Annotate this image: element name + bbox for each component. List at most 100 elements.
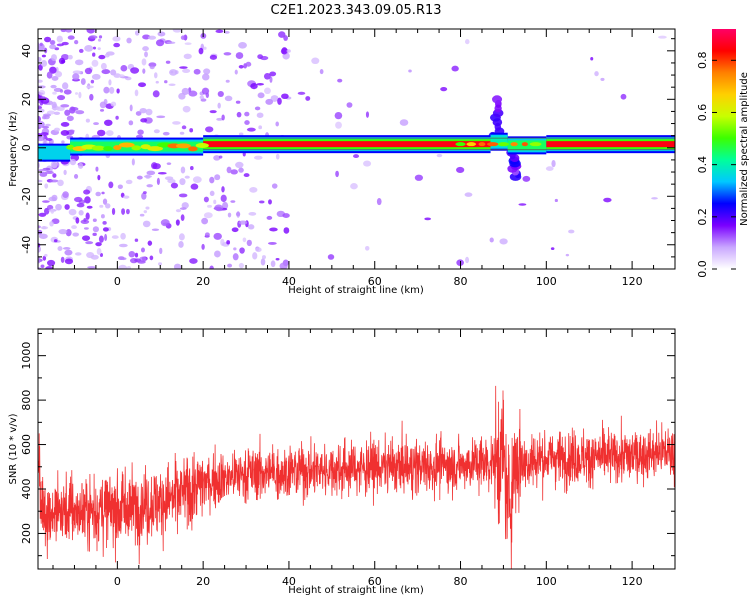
spectrogram-speckle (63, 169, 67, 176)
spectrogram-speckle (213, 155, 221, 161)
spectrogram-speckle (53, 111, 61, 115)
spectrogram-speckle (108, 181, 114, 189)
spectrogram-speckle (38, 126, 41, 130)
spectrogram-ytick-label: -40 (20, 236, 33, 254)
spectrogram-speckle (243, 173, 250, 178)
spectrogram-speckle (77, 162, 84, 169)
spectrogram-speckle (61, 41, 69, 46)
spectrogram-speckle (246, 239, 252, 247)
spectrogram-speckle (305, 96, 311, 101)
spectrogram-speckle (238, 220, 248, 225)
spectrogram-speckle (137, 260, 146, 264)
snr-xtick-label: 120 (622, 575, 643, 588)
spectrogram-speckle (327, 254, 335, 260)
spectrogram-speckle (277, 97, 282, 105)
spectrogram-speckle (179, 66, 188, 69)
spectrogram-speckle (188, 90, 198, 97)
spectrogram-speckle (55, 70, 63, 78)
spectrogram-speckle (117, 184, 123, 189)
spectrogram-speckle (103, 86, 110, 94)
spectrogram-speckle (68, 129, 75, 133)
spectrogram-speckle (38, 168, 47, 172)
spectrogram-panel: 0 20 40 60 80 100 120 -40 -20 0 20 40 Height of str… (8, 28, 676, 296)
spectrogram-speckle (238, 132, 244, 136)
spectrogram-speckle (244, 111, 250, 117)
spectrogram-speckle (126, 208, 130, 215)
spectrogram-speckle (42, 113, 52, 117)
spectrogram-speckle (38, 233, 48, 239)
spectrogram-speckle (95, 242, 102, 247)
spectrogram-speckle (81, 235, 91, 241)
spectrogram-blob (66, 144, 75, 150)
spectrogram-speckle (209, 110, 217, 114)
snr-ytick-label: 200 (20, 523, 33, 544)
spectrogram-speckle (91, 59, 99, 67)
spectrogram-speckle (267, 241, 277, 245)
spectrogram-speckle (53, 239, 58, 243)
colorbar-ticks: 0.0 0.2 0.4 0.6 0.8 (696, 52, 736, 278)
spectrogram-speckle (335, 121, 342, 129)
spectrogram-speckle (147, 240, 153, 246)
spectrogram-speckle (85, 241, 94, 245)
spectrogram-speckle (118, 264, 128, 269)
spectrogram-band (490, 138, 508, 145)
spectrogram-speckle (74, 59, 84, 66)
spectrogram-speckle (249, 187, 258, 193)
colorbar-tick-label: 0.0 (696, 260, 709, 278)
spectrogram-speckle (97, 174, 101, 181)
spectrogram-speckle (189, 258, 198, 264)
spectrogram-speckle (217, 90, 224, 98)
spectrogram-speckle (275, 153, 280, 160)
spectrogram-speckle (257, 54, 263, 60)
spectrogram-speckle (271, 183, 278, 189)
spectrogram-speckle (92, 46, 97, 50)
spectrogram-speckle (67, 54, 73, 60)
spectrogram-speckle (190, 166, 194, 171)
spectrogram-speckle (50, 54, 57, 61)
spectrogram-speckle (353, 154, 360, 159)
spectrogram-speckle (168, 83, 176, 87)
spectrogram-speckle (156, 115, 166, 119)
spectrogram-speckle (204, 232, 210, 238)
spectrogram-speckle (264, 87, 271, 95)
spectrogram-speckle (179, 178, 186, 186)
spectrogram-speckle (414, 174, 424, 181)
spectrogram-speckle (64, 109, 71, 116)
spectrogram-speckle (153, 72, 158, 79)
spectrogram-speckle (129, 104, 133, 112)
spectrogram-blob (91, 145, 106, 151)
spectrogram-speckle (217, 102, 221, 109)
spectrogram-speckle (39, 42, 43, 47)
spectrogram-ytick-label: 20 (20, 92, 33, 106)
spectrogram-speckle (157, 31, 166, 37)
spectrogram-band (546, 141, 675, 148)
spectrogram-speckle (464, 192, 473, 197)
spectrogram-speckle (38, 121, 45, 128)
spectrogram-speckle (66, 115, 74, 122)
spectrogram-speckle (95, 191, 101, 197)
spectrogram-speckle (128, 120, 134, 126)
spectrogram-speckle (51, 194, 58, 202)
spectrogram-speckle (235, 211, 241, 217)
spectrogram-speckle (60, 104, 70, 108)
spectrogram-speckle (192, 176, 202, 184)
spectrogram-ylabel: Frequency (Hz) (8, 111, 19, 187)
spectrogram-speckle (38, 89, 46, 96)
spectrogram-speckle (61, 140, 65, 144)
spectrogram-speckle (64, 249, 73, 256)
spectrogram-speckle (255, 247, 262, 253)
spectrogram-speckle (365, 245, 370, 251)
spectrogram-speckle (60, 29, 67, 33)
spectrogram-speckle (105, 130, 114, 136)
spectrogram-speckle (620, 93, 627, 100)
spectrogram-speckle (75, 252, 82, 256)
spectrogram-speckle (84, 196, 91, 204)
spectrogram-speckle (269, 227, 278, 232)
spectrogram-speckle (45, 170, 54, 175)
spectrogram-speckle (169, 69, 178, 76)
spectrogram-speckle (275, 121, 279, 127)
spectrogram-blob (103, 146, 113, 152)
spectrogram-speckle (140, 247, 145, 253)
colorbar-label: Normalized spectral amplitude (739, 72, 750, 226)
spectrogram-speckle (52, 173, 57, 178)
